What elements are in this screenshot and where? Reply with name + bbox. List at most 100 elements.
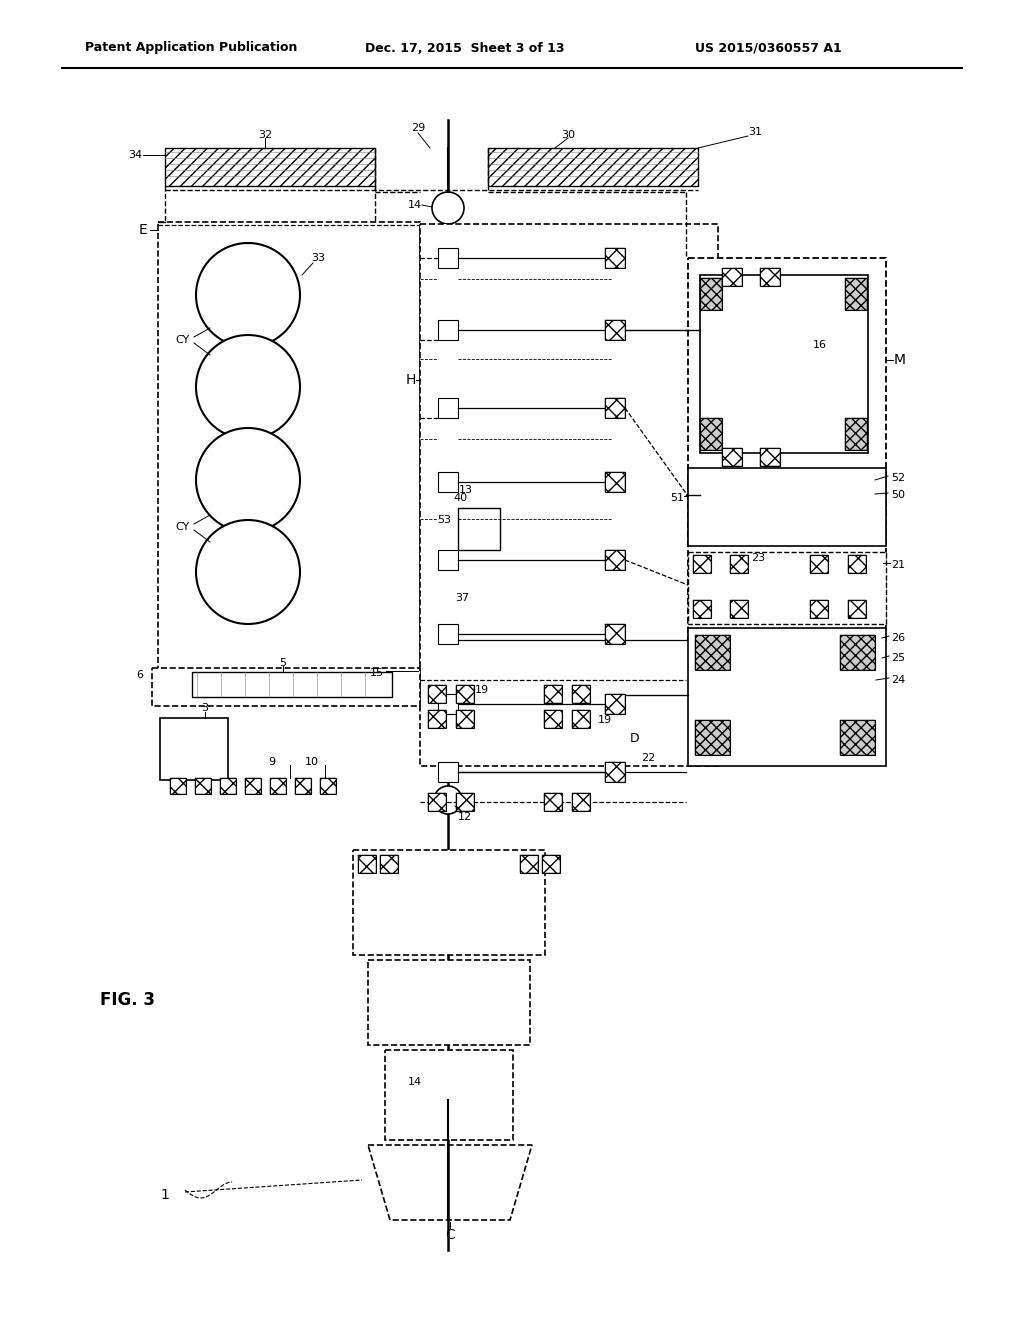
Bar [572,710,590,729]
Text: CY: CY [176,521,190,532]
Bar [693,601,711,618]
Bar [380,855,398,873]
Text: 19: 19 [598,715,612,725]
Text: 37: 37 [455,593,469,603]
Bar [605,762,625,781]
Text: CY: CY [176,335,190,345]
Bar [170,777,186,795]
Bar [358,855,376,873]
Bar [605,550,625,570]
Text: 52: 52 [891,473,905,483]
Bar [605,694,625,714]
Bar [428,793,446,810]
Bar [295,777,311,795]
Text: 1: 1 [161,1188,169,1203]
Bar [270,777,286,795]
Bar [722,268,742,286]
Text: 30: 30 [561,129,575,140]
Bar [385,1049,513,1140]
Bar [438,624,458,644]
Bar [688,257,886,640]
Text: 29: 29 [411,123,425,133]
Text: 26: 26 [891,634,905,643]
Bar [572,710,590,729]
Bar [695,719,730,755]
Text: 3: 3 [202,704,209,713]
Text: 6: 6 [136,671,143,680]
Bar [845,279,867,310]
Text: 19: 19 [475,685,489,696]
Bar [488,148,698,186]
Bar [722,447,742,466]
Bar [438,762,458,781]
Bar [458,508,500,550]
Bar [700,279,722,310]
Bar [456,793,474,810]
Bar [428,685,446,704]
Bar [605,624,625,644]
Circle shape [434,785,462,814]
Text: 12: 12 [458,812,472,822]
Bar [520,855,538,873]
Bar [845,279,867,310]
Circle shape [196,335,300,440]
Text: 22: 22 [641,752,655,763]
Text: 23: 23 [751,553,765,564]
Bar [605,473,625,492]
Bar [170,777,186,795]
Bar [840,719,874,755]
Text: FIG. 3: FIG. 3 [100,991,155,1008]
Bar [760,268,780,286]
Bar [380,855,398,873]
Bar [848,554,866,573]
Bar [245,777,261,795]
Bar [438,550,458,570]
Text: Patent Application Publication: Patent Application Publication [85,41,297,54]
Bar [195,777,211,795]
Polygon shape [368,1144,532,1220]
Bar [760,268,780,286]
Bar [695,635,730,671]
Bar [270,777,286,795]
Bar [810,554,828,573]
Text: 51: 51 [670,492,684,503]
Bar [158,222,420,684]
Bar [722,447,742,466]
Text: 31: 31 [748,127,762,137]
Bar [848,601,866,618]
Bar [572,793,590,810]
Bar [544,710,562,729]
Bar [693,554,711,573]
Bar [220,777,236,795]
Text: E: E [138,223,147,238]
Bar [810,601,828,618]
Text: 15: 15 [370,668,384,678]
Bar [605,473,625,492]
Bar [840,635,874,671]
Text: D: D [630,731,640,744]
Bar [572,793,590,810]
Bar [693,601,711,618]
Bar [730,601,748,618]
Bar [358,855,376,873]
Bar [368,960,530,1045]
Text: 33: 33 [311,253,325,263]
Bar [845,418,867,450]
Bar [456,793,474,810]
Bar [152,668,420,706]
Bar [688,469,886,546]
Bar [165,148,375,186]
Circle shape [432,1069,464,1101]
Text: 25: 25 [891,653,905,663]
Bar [605,319,625,341]
Bar [605,319,625,341]
Bar [695,719,730,755]
Text: 40: 40 [453,492,467,503]
Text: 9: 9 [268,756,275,767]
Bar [245,777,261,795]
Text: US 2015/0360557 A1: US 2015/0360557 A1 [695,41,842,54]
Bar [700,275,868,453]
Text: 53: 53 [437,515,451,525]
Bar [456,710,474,729]
Text: 14: 14 [408,201,422,210]
